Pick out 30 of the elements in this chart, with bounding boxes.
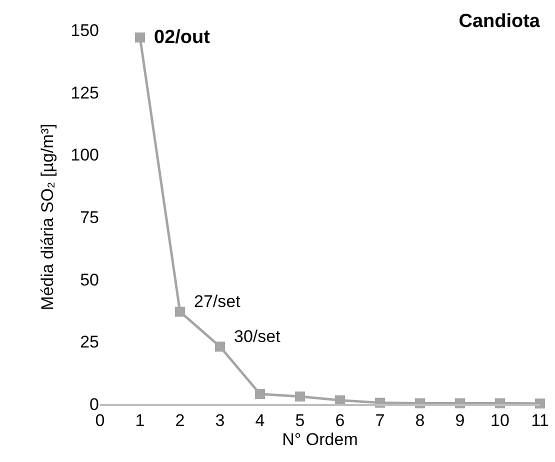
point	[135, 32, 145, 42]
x-tick-label: 10	[490, 411, 510, 430]
y-tick-label: 75	[80, 208, 99, 227]
point	[175, 306, 185, 317]
point	[255, 389, 265, 400]
chart-title: Candiota	[458, 11, 540, 32]
y-tick-label: 150	[70, 20, 99, 40]
y-tick-label: 0	[90, 394, 99, 414]
x-axis-title: N° Ordem	[282, 430, 358, 450]
x-tick-label: 3	[215, 411, 225, 430]
y-tick-label: 125	[70, 83, 99, 102]
annotation: 02/out	[154, 27, 211, 48]
x-tick-label: 8	[415, 411, 425, 430]
x-tick-label: 2	[175, 411, 185, 430]
point	[215, 342, 225, 352]
x-tick-label: 7	[375, 411, 385, 430]
annotation: 27/set	[194, 292, 241, 311]
annotation: 30/set	[234, 327, 281, 346]
x-tick-label: 5	[295, 411, 305, 430]
x-tick-label: 9	[455, 411, 465, 430]
x-tick-label: 1	[135, 411, 145, 430]
y-tick-label: 25	[80, 332, 99, 352]
y-axis-title: Média diária SO₂ [µg/m³]	[38, 124, 58, 310]
point	[535, 398, 545, 408]
x-tick-label: 4	[255, 411, 265, 430]
point	[295, 392, 305, 402]
y-tick-label: 50	[80, 270, 99, 290]
x-tick-label: 6	[335, 411, 345, 430]
x-tick-label: 11	[531, 411, 549, 430]
y-tick-label: 100	[70, 146, 99, 165]
